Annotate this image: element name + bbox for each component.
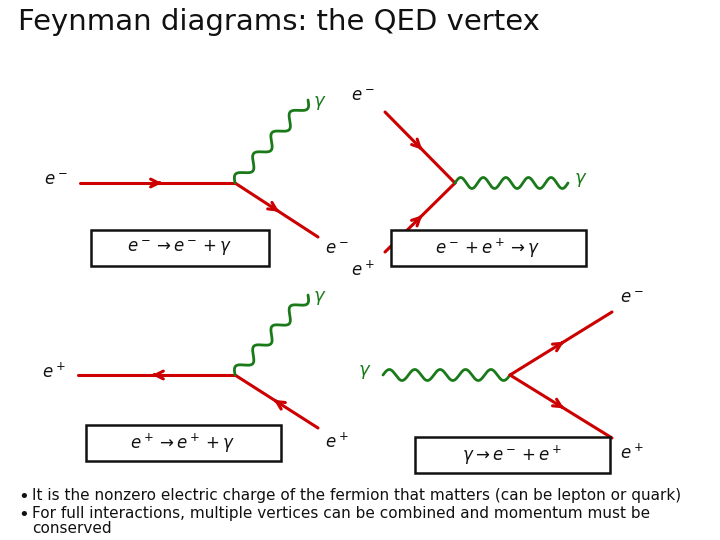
- Bar: [415, 437, 610, 473]
- Text: $e^-$: $e^-$: [325, 240, 348, 258]
- Text: $e^-$: $e^-$: [351, 87, 375, 105]
- Text: $e^+$: $e^+$: [351, 260, 375, 279]
- Text: $e^+$: $e^+$: [325, 432, 348, 451]
- Text: Feynman diagrams: the QED vertex: Feynman diagrams: the QED vertex: [18, 8, 540, 36]
- Text: conserved: conserved: [32, 521, 112, 536]
- Text: •: •: [18, 506, 29, 524]
- Text: $e^- \rightarrow e^- + \gamma$: $e^- \rightarrow e^- + \gamma$: [127, 238, 233, 258]
- Text: $\gamma$: $\gamma$: [358, 363, 371, 381]
- Text: $\gamma$: $\gamma$: [574, 171, 588, 189]
- Text: •: •: [18, 488, 29, 506]
- Text: $e^+$: $e^+$: [42, 362, 66, 382]
- Text: $e^-$: $e^-$: [620, 289, 644, 307]
- Text: $e^+ \rightarrow e^+ + \gamma$: $e^+ \rightarrow e^+ + \gamma$: [130, 431, 235, 455]
- Text: $\gamma$: $\gamma$: [313, 94, 326, 112]
- Text: $e^+$: $e^+$: [620, 443, 644, 462]
- Bar: [390, 230, 585, 266]
- Bar: [91, 230, 269, 266]
- Text: For full interactions, multiple vertices can be combined and momentum must be: For full interactions, multiple vertices…: [32, 506, 650, 521]
- Text: $e^-$: $e^-$: [44, 171, 68, 189]
- Bar: [86, 425, 281, 461]
- Text: $\gamma$: $\gamma$: [313, 289, 326, 307]
- Text: $\gamma \rightarrow e^- + e^+$: $\gamma \rightarrow e^- + e^+$: [462, 443, 562, 467]
- Text: $e^- + e^+ \rightarrow \gamma$: $e^- + e^+ \rightarrow \gamma$: [436, 237, 541, 260]
- Text: It is the nonzero electric charge of the fermion that matters (can be lepton or : It is the nonzero electric charge of the…: [32, 488, 681, 503]
